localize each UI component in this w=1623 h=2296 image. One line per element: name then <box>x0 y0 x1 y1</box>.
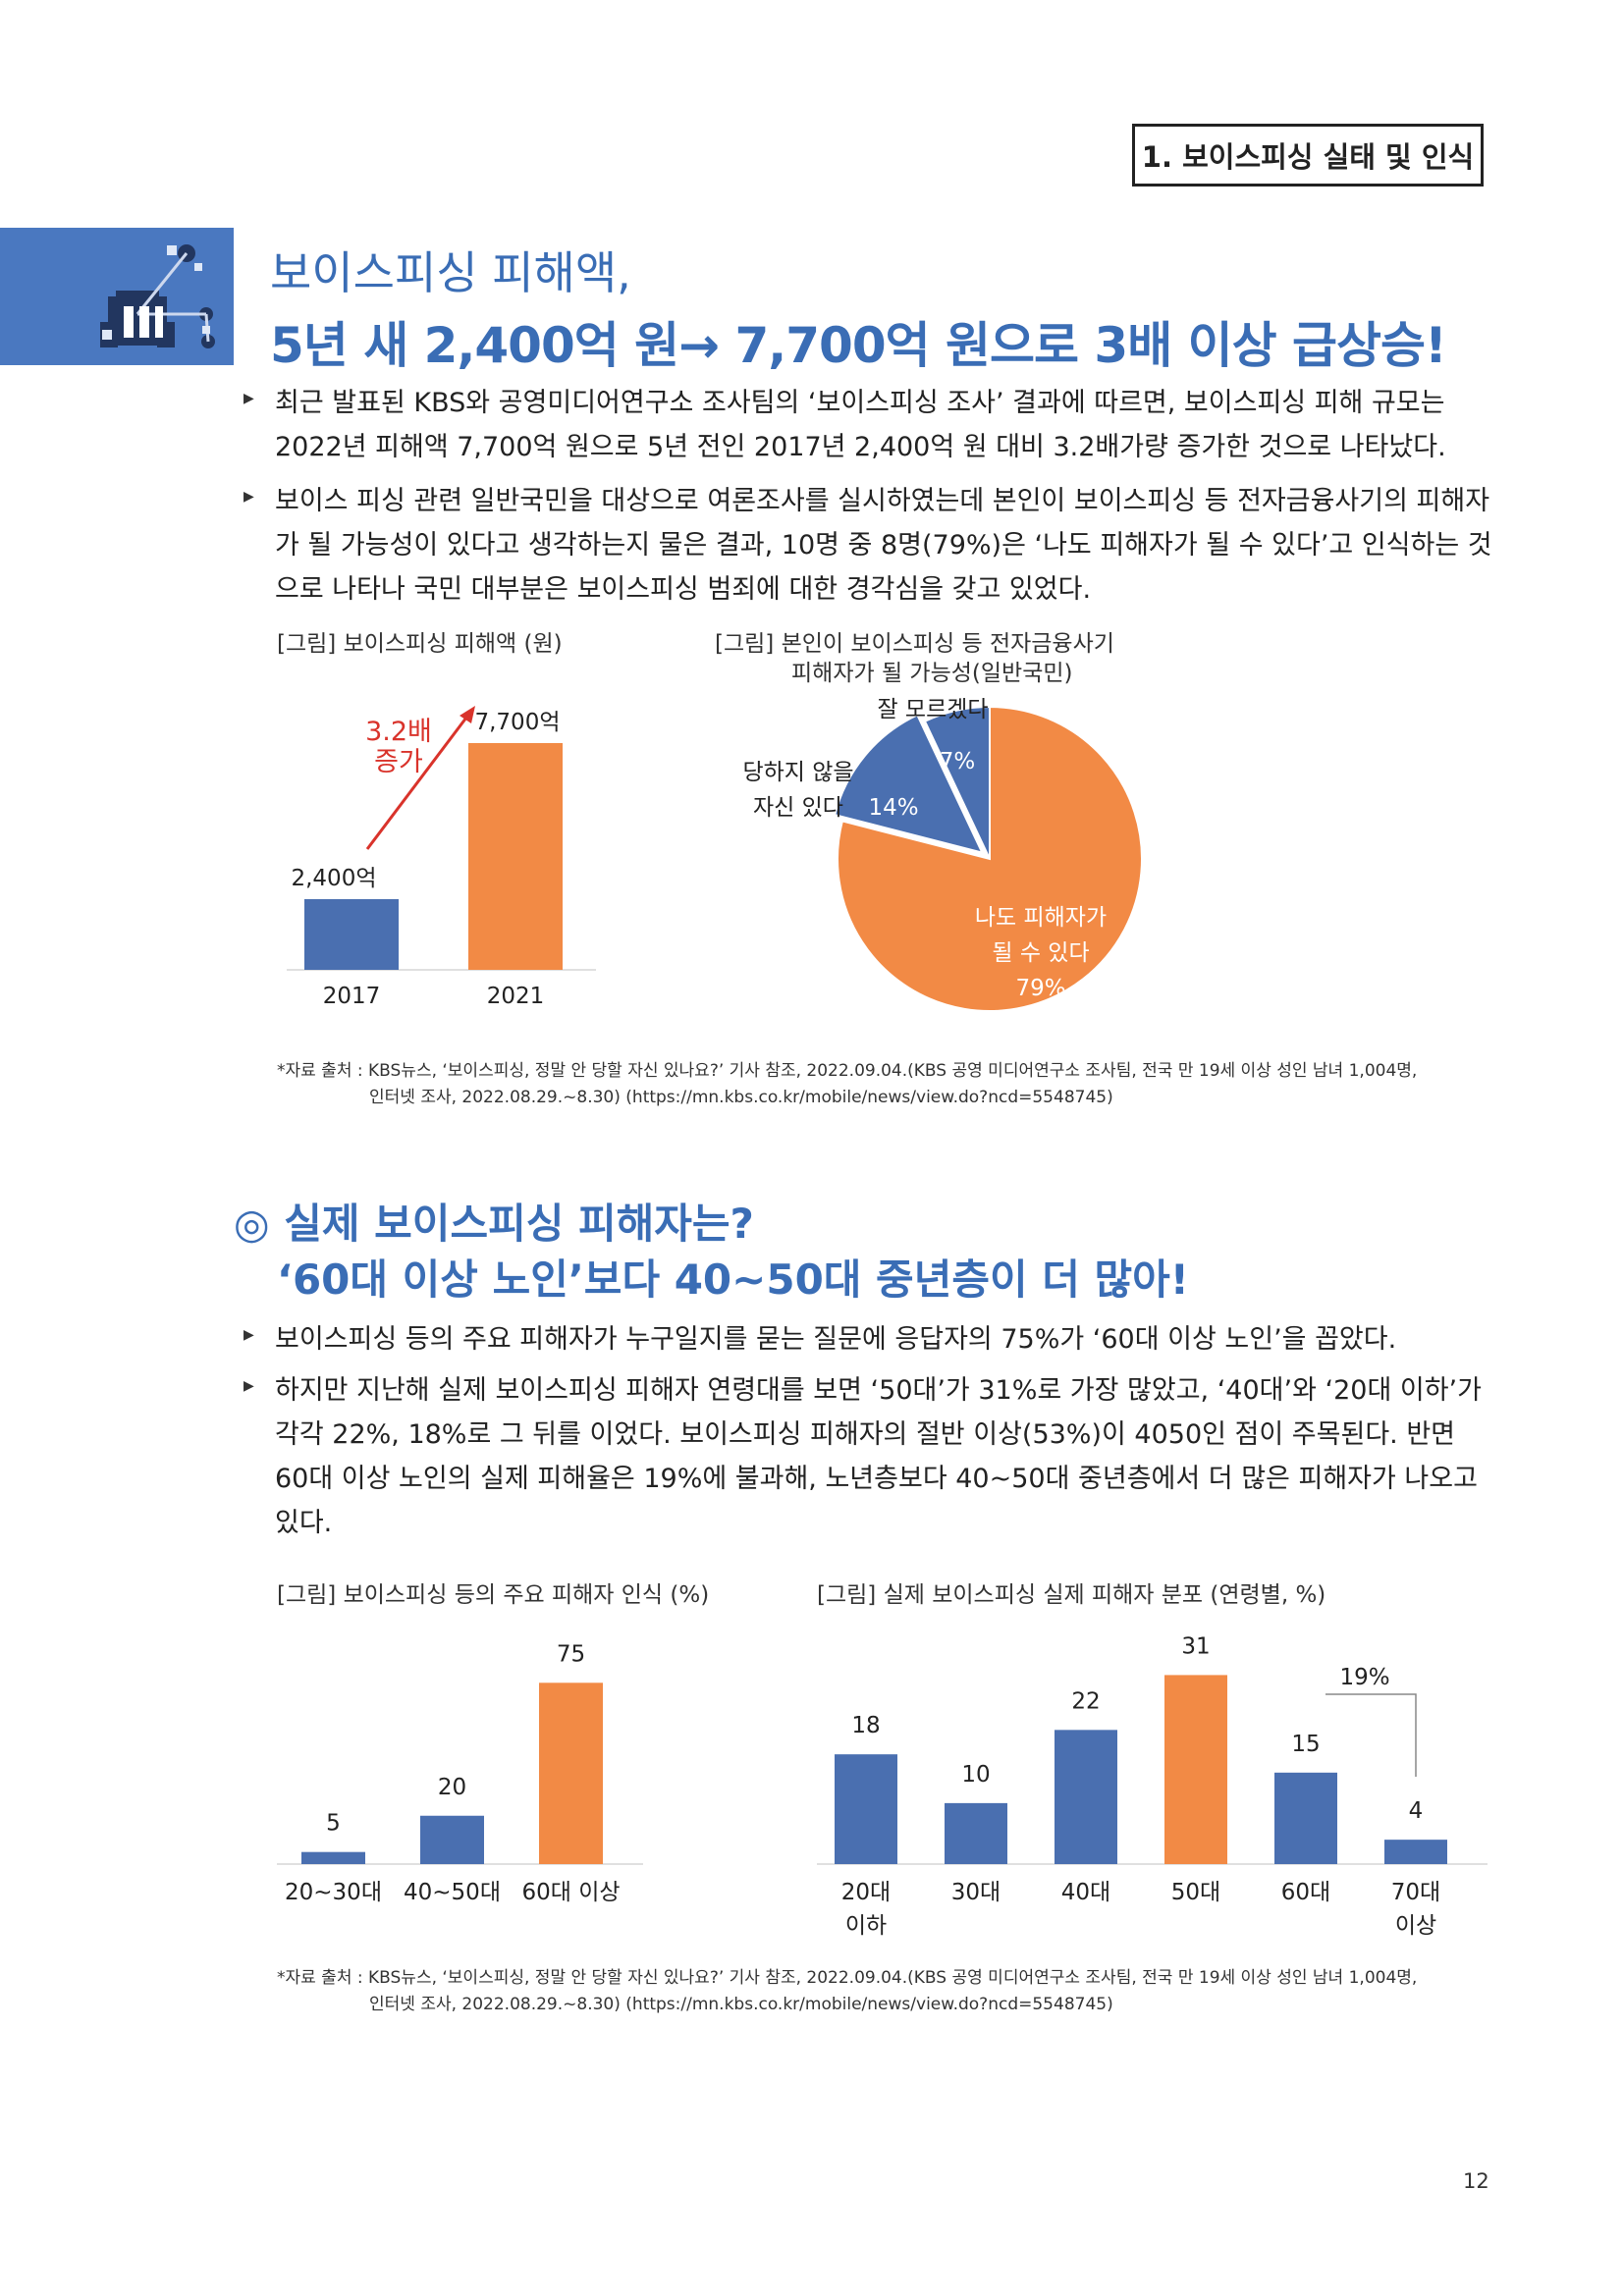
bracket-line <box>1325 1693 1417 1777</box>
page-title-line1: 보이스피싱 피해액, <box>270 246 631 299</box>
pie-label-confident-line2: 자신 있다 <box>753 795 843 821</box>
paragraph: 보이스피싱 등의 주요 피해자가 누구일지를 묻는 질문에 응답자의 75%가 … <box>275 1324 1397 1355</box>
bar <box>835 1754 897 1864</box>
pie-label-confident-line1: 당하지 않을 <box>742 760 853 785</box>
bar-2017 <box>304 899 399 970</box>
data-label-2017: 2,400억 <box>291 866 376 891</box>
x-tick-label: 20대 <box>841 1880 891 1905</box>
section2-heading-line1: ◎ 실제 보이스피싱 피해자는? <box>234 1200 754 1248</box>
x-tick-label-2017: 2017 <box>323 984 381 1009</box>
pie-slice-unsure <box>923 705 991 860</box>
bullet-marker: ▶ <box>243 1327 254 1343</box>
pie-label-can-be-victim-line1: 나도 피해자가 <box>975 905 1107 931</box>
figure-title: [그림] 보이스피싱 등의 주요 피해자 인식 (%) <box>277 1582 710 1608</box>
victim-possibility-pie-chart: 잘 모르겠다 7% 당하지 않을 자신 있다 14% 나도 피해자가 될 수 있… <box>742 697 1143 1012</box>
bar <box>1055 1730 1117 1864</box>
hacker-network-icon <box>100 244 215 348</box>
bar <box>1274 1772 1337 1864</box>
data-label: 22 <box>1071 1688 1100 1714</box>
data-label: 10 <box>961 1762 990 1788</box>
paragraph: 최근 발표된 KBS와 공영미디어연구소 조사팀의 ‘보이스피싱 조사’ 결과에… <box>275 388 1446 462</box>
pie-label-unsure: 잘 모르겠다 <box>877 697 988 722</box>
x-tick-label-2021: 2021 <box>487 984 545 1009</box>
damage-bar-chart: 2,400억 7,700억 2017 2021 3.2배 증가 <box>287 706 596 1009</box>
paragraph: 하지만 지난해 실제 보이스피싱 피해자 연령대를 보면 ‘50대’가 31%로… <box>275 1375 1482 1538</box>
source-line1: *자료 출처 : KBS뉴스, ‘보이스피싱, 정말 안 당할 자신 있나요?’… <box>277 1061 1418 1081</box>
figure-title: 피해자가 될 가능성(일반국민) <box>791 661 1073 686</box>
data-label: 31 <box>1181 1633 1210 1659</box>
growth-annotation-line1: 3.2배 <box>365 717 432 747</box>
perception-bar-chart: 5 20~30대 20 40~50대 75 60대 이상 <box>277 1641 643 1905</box>
data-label-2021: 7,700억 <box>474 710 560 735</box>
pie-value-confident: 14% <box>868 795 918 821</box>
source-line2: 인터넷 조사, 2022.08.29.~8.30) (https://mn.kb… <box>369 1995 1113 2014</box>
x-tick-label: 40대 <box>1061 1880 1110 1905</box>
pie-label-can-be-victim-line2: 될 수 있다 <box>992 940 1089 966</box>
page-title-line2: 5년 새 2,400억 원→ 7,700억 원으로 3배 이상 급상승! <box>270 317 1447 374</box>
x-tick-label: 20~30대 <box>285 1880 382 1905</box>
data-label: 5 <box>326 1811 341 1837</box>
data-label: 4 <box>1409 1798 1424 1824</box>
pie-slice-confident <box>833 714 985 855</box>
section-label: 1. 보이스피싱 실태 및 인식 <box>1132 124 1484 187</box>
data-label: 75 <box>557 1641 585 1667</box>
x-tick-label: 이하 <box>845 1913 887 1939</box>
source-line2: 인터넷 조사, 2022.08.29.~8.30) (https://mn.kb… <box>369 1088 1113 1107</box>
x-tick-label: 50대 <box>1171 1880 1220 1905</box>
growth-arrow <box>365 713 471 850</box>
data-label: 15 <box>1291 1732 1320 1757</box>
x-tick-label: 60대 이상 <box>521 1880 620 1905</box>
x-tick-label: 이상 <box>1395 1913 1436 1939</box>
figure-title: [그림] 본인이 보이스피싱 등 전자금융사기 <box>715 631 1114 657</box>
section2-heading-line2: ‘60대 이상 노인’보다 40~50대 중년층이 더 많아! <box>277 1255 1189 1304</box>
bullet-marker: ▶ <box>243 391 254 406</box>
x-tick-label: 40~50대 <box>404 1880 501 1905</box>
bullet-marker: ▶ <box>243 1378 254 1394</box>
x-tick-label: 60대 <box>1281 1880 1330 1905</box>
data-label: 20 <box>438 1775 466 1800</box>
bar <box>539 1682 603 1864</box>
source-note: *자료 출처 : KBS뉴스, ‘보이스피싱, 정말 안 당할 자신 있나요?’… <box>277 1058 1417 1111</box>
bullet-marker: ▶ <box>243 489 254 505</box>
figure-title: [그림] 보이스피싱 피해액 (원) <box>277 631 563 657</box>
bar-2021 <box>468 743 563 970</box>
page-number: 12 <box>1463 2169 1489 2193</box>
source-line1: *자료 출처 : KBS뉴스, ‘보이스피싱, 정말 안 당할 자신 있나요?’… <box>277 1968 1418 1988</box>
growth-annotation-line2: 증가 <box>374 747 423 777</box>
bar <box>420 1815 484 1864</box>
bar <box>1384 1840 1447 1864</box>
pie-slice-can-be-victim <box>837 705 1143 1012</box>
figure-title: [그림] 실제 보이스피싱 실제 피해자 분포 (연령별, %) <box>817 1582 1326 1608</box>
pie-value-can-be-victim: 79% <box>1015 976 1065 1001</box>
growth-arrow-head <box>460 706 475 723</box>
pie-value-unsure: 7% <box>940 749 976 774</box>
bar <box>301 1851 365 1864</box>
x-tick-label: 30대 <box>951 1880 1001 1905</box>
paragraph: 보이스 피싱 관련 일반국민을 대상으로 여론조사를 실시하였는데 본인이 보이… <box>275 486 1492 605</box>
bar <box>1164 1675 1227 1864</box>
bar <box>945 1802 1007 1864</box>
source-note: *자료 출처 : KBS뉴스, ‘보이스피싱, 정말 안 당할 자신 있나요?’… <box>277 1965 1417 2018</box>
bracket-label: 19% <box>1339 1665 1389 1690</box>
x-tick-label: 70대 <box>1391 1880 1440 1905</box>
hero-banner <box>0 228 234 365</box>
data-label: 18 <box>851 1713 880 1738</box>
